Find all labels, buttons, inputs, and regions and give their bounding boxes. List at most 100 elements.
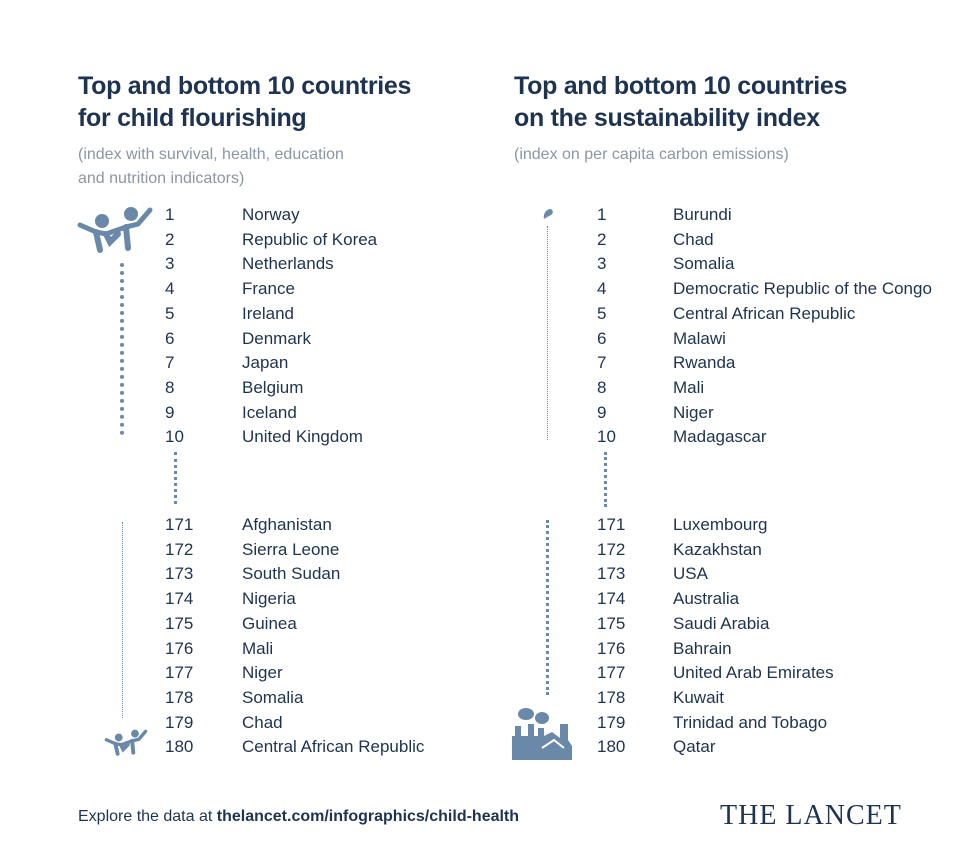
country-name: Burundi: [673, 205, 732, 224]
rank: 5: [165, 303, 175, 323]
country-name: Chad: [242, 712, 283, 732]
country-name: Saudi Arabia: [673, 613, 770, 633]
country-name: USA: [673, 564, 708, 584]
rank: 4: [597, 279, 607, 299]
left-gap-dotted-line: [174, 452, 177, 504]
country-name: Belgium: [242, 377, 304, 397]
left-subtitle: (index with survival, health, education …: [78, 143, 344, 191]
country-name: Iceland: [242, 402, 297, 422]
footer-prefix: Explore the data at: [78, 808, 217, 825]
rank: 9: [165, 402, 175, 422]
rank: 178: [597, 687, 626, 707]
footer-link[interactable]: thelancet.com/infographics/child-health: [216, 808, 520, 825]
smoke-puff-icon: [543, 209, 553, 219]
factory-icon: [512, 708, 572, 760]
left-bottom-dotted-line: [122, 522, 123, 718]
right-title: Top and bottom 10 countries on the susta…: [514, 70, 847, 134]
right-title-line: Top and bottom 10 countries: [514, 72, 848, 100]
rank: 173: [165, 564, 194, 584]
rank: 5: [597, 303, 607, 323]
country-name: Democratic Republic of the Congo: [673, 279, 932, 299]
children-playing-icon: [77, 207, 153, 253]
left-subtitle-line: (index with survival, health, education: [78, 146, 344, 163]
right-top-dotted-line: [547, 226, 548, 440]
right-subtitle-line: (index on per capita carbon emissions): [514, 146, 789, 163]
country-name: United Arab Emirates: [673, 663, 834, 683]
footer-text: Explore the data at thelancet.com/infogr…: [78, 808, 519, 826]
rank: 2: [597, 229, 607, 249]
children-playing-icon: [104, 729, 148, 756]
country-name: Republic of Korea: [242, 229, 378, 249]
country-name: Madagascar: [673, 427, 767, 447]
country-name: Australia: [673, 589, 740, 609]
country-name: Kazakhstan: [673, 539, 762, 559]
country-name: Kuwait: [673, 687, 725, 707]
country-name: Central African Republic: [242, 737, 425, 757]
rank: 3: [597, 254, 607, 274]
rank: 6: [165, 328, 175, 348]
rank: 177: [165, 663, 194, 683]
country-name: Somalia: [242, 687, 304, 707]
left-title-line: Top and bottom 10 countries: [78, 72, 412, 100]
country-name: Luxembourg: [673, 515, 768, 534]
right-title-line: on the sustainability index: [514, 104, 820, 132]
rank: 175: [165, 613, 194, 633]
rank: 8: [165, 377, 175, 397]
country-name: France: [242, 279, 295, 299]
country-name: Mali: [673, 377, 705, 397]
rank: 174: [165, 589, 194, 609]
country-name: Nigeria: [242, 589, 296, 609]
country-name: Central African Republic: [673, 303, 856, 323]
country-name: Mali: [242, 638, 274, 658]
rank: 179: [597, 712, 626, 732]
rank: 174: [597, 589, 626, 609]
country-name: United Kingdom: [242, 427, 363, 447]
country-name: Chad: [673, 229, 714, 249]
rank: 171: [597, 515, 626, 534]
rank: 171: [165, 515, 194, 534]
country-name: South Sudan: [242, 564, 341, 584]
right-subtitle: (index on per capita carbon emissions): [514, 143, 789, 167]
left-title-line: for child flourishing: [78, 104, 307, 132]
left-subtitle-line: and nutrition indicators): [78, 170, 245, 187]
country-name: Rwanda: [673, 353, 736, 373]
country-name: Bahrain: [673, 638, 732, 658]
rank: 175: [597, 613, 626, 633]
country-name: Netherlands: [242, 254, 334, 274]
country-name: Japan: [242, 353, 289, 373]
rank: 8: [597, 377, 607, 397]
country-name: Norway: [242, 205, 300, 224]
country-name: Malawi: [673, 328, 726, 348]
rank: 176: [597, 638, 626, 658]
rank: 176: [165, 638, 194, 658]
country-name: Niger: [242, 663, 283, 683]
right-bottom-dotted-line: [546, 520, 549, 695]
rank: 180: [597, 737, 626, 757]
rank: 1: [165, 205, 175, 224]
rank: 6: [597, 328, 607, 348]
rank: 7: [165, 353, 175, 373]
rank: 172: [597, 539, 626, 559]
rank: 2: [165, 229, 175, 249]
rank: 180: [165, 737, 194, 757]
lancet-logo: THE LANCET: [720, 800, 902, 831]
rank: 10: [165, 427, 184, 447]
rank: 179: [165, 712, 194, 732]
rank: 178: [165, 687, 194, 707]
country-name: Trinidad and Tobago: [673, 712, 828, 732]
country-name: Somalia: [673, 254, 735, 274]
rank: 9: [597, 402, 607, 422]
country-name: Ireland: [242, 303, 294, 323]
rank: 3: [165, 254, 175, 274]
rank: 7: [597, 353, 607, 373]
rank: 172: [165, 539, 194, 559]
country-name: Denmark: [242, 328, 311, 348]
left-top-dotted-line: [120, 263, 124, 435]
rank: 173: [597, 564, 626, 584]
country-name: Qatar: [673, 737, 716, 757]
rank: 4: [165, 279, 175, 299]
country-name: Guinea: [242, 613, 297, 633]
country-name: Niger: [673, 402, 714, 422]
country-name: Sierra Leone: [242, 539, 340, 559]
rank: 1: [597, 205, 607, 224]
